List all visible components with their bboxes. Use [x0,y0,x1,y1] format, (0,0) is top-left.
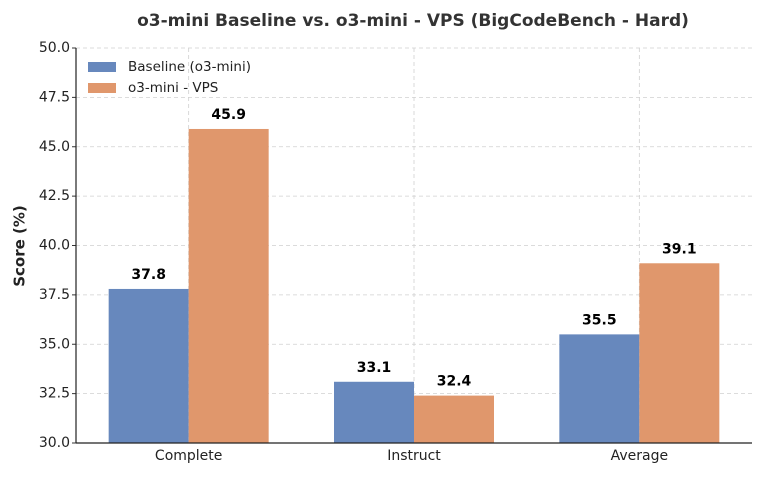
legend-label: o3-mini - VPS [128,80,218,96]
y-tick-label: 40.0 [39,238,70,254]
legend-label: Baseline (o3-mini) [128,59,251,75]
x-tick-label: Average [611,448,669,464]
value-label: 32.4 [437,374,472,390]
y-tick-label: 30.0 [39,435,70,451]
bar [334,381,414,443]
x-tick-label: Complete [155,448,222,464]
y-tick-label: 37.5 [39,287,70,303]
legend-swatch [88,62,116,72]
value-label: 39.1 [662,241,697,257]
y-tick-label: 50.0 [39,40,70,56]
y-tick-label: 47.5 [39,89,70,105]
y-tick-label: 35.0 [39,336,70,352]
y-tick-label: 32.5 [39,386,70,402]
y-axis-label: Score (%) [11,205,29,287]
legend-swatch [88,83,116,93]
x-tick-label: Instruct [387,448,441,464]
y-tick-label: 42.5 [39,188,70,204]
y-tick-label: 45.0 [39,139,70,155]
bar [188,128,269,443]
value-label: 33.1 [357,360,392,376]
bar [639,263,720,443]
chart-title: o3-mini Baseline vs. o3-mini - VPS (BigC… [137,11,689,31]
value-label: 37.8 [131,267,166,283]
bar [108,288,189,443]
value-label: 45.9 [211,107,246,123]
bar [559,334,640,443]
bar [414,395,494,443]
value-label: 35.5 [582,312,617,328]
